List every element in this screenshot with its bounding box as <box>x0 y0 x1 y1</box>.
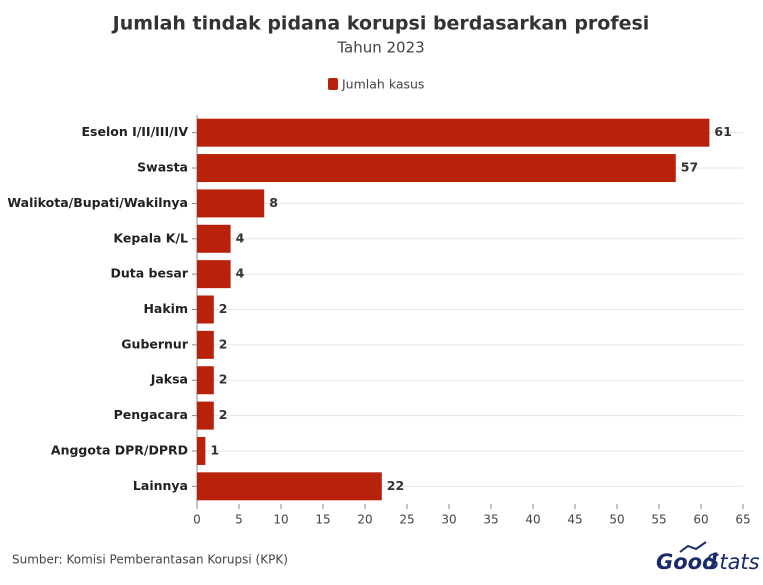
x-tick-label: 0 <box>193 513 201 527</box>
y-tick-label: Duta besar <box>110 266 188 281</box>
x-tick-label: 60 <box>693 513 708 527</box>
y-tick-label: Anggota DPR/DPRD <box>51 442 188 457</box>
chart-subtitle: Tahun 2023 <box>336 39 424 57</box>
bar <box>197 189 265 218</box>
x-tick-label: 15 <box>315 513 330 527</box>
value-label: 61 <box>714 124 731 139</box>
y-tick-label: Swasta <box>137 160 188 175</box>
bar <box>197 472 382 501</box>
bar <box>197 295 214 324</box>
bar <box>197 224 231 253</box>
value-label: 4 <box>236 266 245 281</box>
bar <box>197 401 214 430</box>
legend-label: Jumlah kasus <box>341 77 424 92</box>
value-label: 1 <box>210 442 219 457</box>
source: Sumber: Komisi Pemberantasan Korupsi (KP… <box>12 553 288 567</box>
chart-title: Jumlah tindak pidana korupsi berdasarkan… <box>111 13 650 35</box>
value-label: 2 <box>219 301 228 316</box>
x-tick-label: 40 <box>525 513 540 527</box>
y-tick-label: Kepala K/L <box>113 230 188 245</box>
brand-logo: Good Stats <box>656 541 760 574</box>
bar <box>197 260 231 289</box>
x-tick-label: 55 <box>651 513 666 527</box>
value-label: 2 <box>219 336 228 351</box>
x-tick-label: 35 <box>483 513 498 527</box>
x-tick-label: 50 <box>609 513 624 527</box>
bar <box>197 330 214 359</box>
brand-good: Good <box>656 550 718 574</box>
bar <box>197 154 676 183</box>
x-tick-label: 65 <box>735 513 750 527</box>
bar <box>197 118 710 147</box>
value-label: 4 <box>236 230 245 245</box>
x-tick-label: 30 <box>441 513 456 527</box>
x-tick-label: 20 <box>357 513 372 527</box>
y-tick-label: Eselon I/II/III/IV <box>81 124 188 139</box>
legend-swatch <box>328 78 338 90</box>
y-tick-label: Walikota/Bupati/Wakilnya <box>7 195 188 210</box>
y-tick-label: Hakim <box>143 301 188 316</box>
x-tick-label: 45 <box>567 513 582 527</box>
y-tick-label: Lainnya <box>133 478 188 493</box>
value-label: 8 <box>269 195 278 210</box>
value-label: 22 <box>387 478 404 493</box>
x-tick-label: 10 <box>273 513 288 527</box>
y-tick-label: Gubernur <box>121 336 189 351</box>
x-tick-label: 5 <box>235 513 243 527</box>
value-label: 2 <box>219 372 228 387</box>
y-tick-label: Pengacara <box>114 407 188 422</box>
brand-stats: Stats <box>706 550 760 574</box>
bar <box>197 366 214 395</box>
y-tick-label: Jaksa <box>150 372 188 387</box>
brand-icon <box>679 541 707 553</box>
value-label: 57 <box>681 160 698 175</box>
value-label: 2 <box>219 407 228 422</box>
x-tick-label: 25 <box>399 513 414 527</box>
bar <box>197 436 206 465</box>
